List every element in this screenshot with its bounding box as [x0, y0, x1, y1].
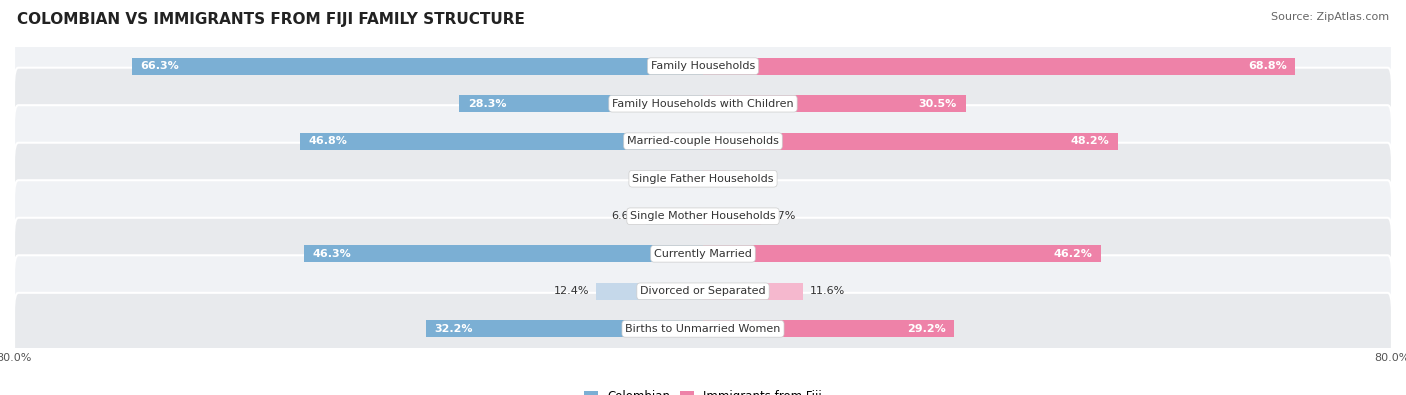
Text: Births to Unmarried Women: Births to Unmarried Women	[626, 324, 780, 334]
FancyBboxPatch shape	[14, 68, 1392, 140]
Bar	[132, 58, 703, 75]
Text: COLOMBIAN VS IMMIGRANTS FROM FIJI FAMILY STRUCTURE: COLOMBIAN VS IMMIGRANTS FROM FIJI FAMILY…	[17, 12, 524, 27]
Text: Married-couple Households: Married-couple Households	[627, 136, 779, 146]
Text: 6.6%: 6.6%	[612, 211, 640, 221]
Text: 2.3%: 2.3%	[648, 174, 676, 184]
Text: 48.2%: 48.2%	[1071, 136, 1109, 146]
Text: 12.4%: 12.4%	[554, 286, 589, 296]
Bar	[703, 283, 803, 300]
Text: 30.5%: 30.5%	[918, 99, 957, 109]
Text: 46.8%: 46.8%	[308, 136, 347, 146]
Text: Divorced or Separated: Divorced or Separated	[640, 286, 766, 296]
FancyBboxPatch shape	[14, 180, 1392, 252]
Text: 68.8%: 68.8%	[1249, 61, 1286, 71]
FancyBboxPatch shape	[14, 255, 1392, 327]
Bar	[703, 133, 1118, 150]
Text: Single Mother Households: Single Mother Households	[630, 211, 776, 221]
FancyBboxPatch shape	[14, 30, 1392, 102]
Bar	[703, 95, 966, 112]
Text: 66.3%: 66.3%	[141, 61, 180, 71]
Bar	[703, 208, 761, 225]
Text: Currently Married: Currently Married	[654, 249, 752, 259]
Bar	[683, 170, 703, 187]
FancyBboxPatch shape	[14, 143, 1392, 215]
FancyBboxPatch shape	[14, 293, 1392, 365]
Text: 2.7%: 2.7%	[733, 174, 762, 184]
Bar	[426, 320, 703, 337]
Text: Single Father Households: Single Father Households	[633, 174, 773, 184]
Bar	[304, 245, 703, 262]
Text: 46.3%: 46.3%	[314, 249, 352, 259]
Text: 46.2%: 46.2%	[1053, 249, 1092, 259]
Bar	[596, 283, 703, 300]
Text: 6.7%: 6.7%	[768, 211, 796, 221]
FancyBboxPatch shape	[14, 105, 1392, 177]
Text: 11.6%: 11.6%	[810, 286, 845, 296]
Legend: Colombian, Immigrants from Fiji: Colombian, Immigrants from Fiji	[579, 385, 827, 395]
Text: Family Households: Family Households	[651, 61, 755, 71]
Text: Family Households with Children: Family Households with Children	[612, 99, 794, 109]
Text: 32.2%: 32.2%	[434, 324, 472, 334]
Bar	[703, 245, 1101, 262]
Bar	[703, 320, 955, 337]
FancyBboxPatch shape	[14, 218, 1392, 290]
Bar	[460, 95, 703, 112]
Text: 28.3%: 28.3%	[468, 99, 506, 109]
Bar	[299, 133, 703, 150]
Bar	[703, 170, 727, 187]
Bar	[647, 208, 703, 225]
Text: 29.2%: 29.2%	[907, 324, 946, 334]
Bar	[703, 58, 1295, 75]
Text: Source: ZipAtlas.com: Source: ZipAtlas.com	[1271, 12, 1389, 22]
